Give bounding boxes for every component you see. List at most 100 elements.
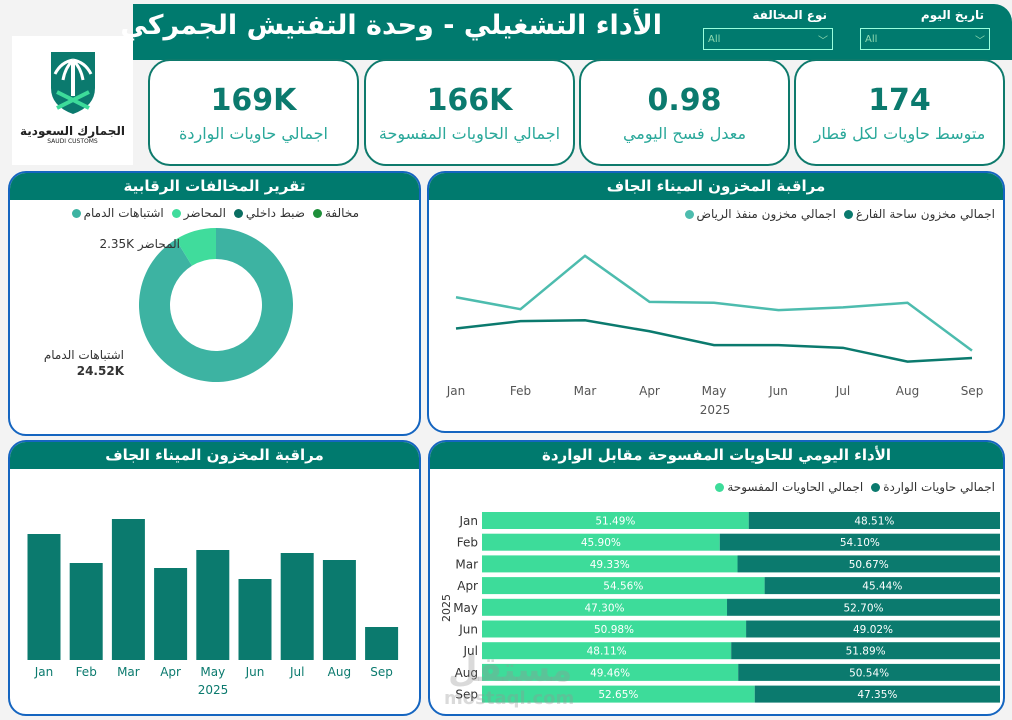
legend-item[interactable]: اجمالي مخزون ساحة الفارغ: [843, 207, 995, 221]
x-tick-label: Apr: [160, 665, 181, 679]
bar-segment: [482, 598, 728, 616]
y-tick-label: Mar: [455, 557, 478, 571]
kpi-value: 0.98: [647, 83, 722, 118]
x-tick-label: Mar: [574, 384, 597, 398]
legend-item[interactable]: اجمالي مخزون منفذ الرياض: [684, 207, 836, 221]
bar-segment: [482, 685, 755, 703]
violation-type-slicer[interactable]: نوع المخالفة All ﹀: [703, 8, 833, 50]
data-label: 50.67%: [849, 559, 889, 571]
kpi-incoming-containers: 169K اجمالي حاويات الواردة: [148, 59, 359, 166]
data-label: 52.65%: [598, 689, 638, 701]
legend-item[interactable]: المحاضر: [171, 206, 226, 220]
panel-title: الأداء اليومي للحاويات المفسوحة مقابل ال…: [430, 442, 1003, 469]
legend-label: اشتباهات الدمام: [83, 206, 164, 220]
line-series: [455, 254, 973, 352]
watermark-url: mostaql.com: [444, 688, 575, 709]
kpi-label: اجمالي الحاويات المفسوحة: [378, 124, 561, 143]
kpi-cleared-containers: 166K اجمالي الحاويات المفسوحة: [364, 59, 575, 166]
data-label-name: اشتباهات الدمام: [44, 348, 124, 362]
data-label: 2.35K المحاضر: [99, 237, 180, 252]
x-tick-label: May: [702, 384, 727, 398]
logo-text-ar: الجمارك السعودية: [20, 124, 125, 138]
bar-segment: [731, 642, 1000, 660]
x-tick-label: Jul: [289, 665, 304, 679]
legend-label: المحاضر: [183, 206, 226, 220]
line-chart: Jan Feb Mar Apr May Jun Jul Aug Sep 2025: [446, 254, 984, 417]
x-tick-label: Aug: [896, 384, 919, 398]
bar-segment: [737, 555, 1000, 573]
bar-segment: [482, 555, 738, 573]
panel-title: مراقبة المخزون الميناء الجاف: [10, 442, 419, 469]
chart-legend: اجمالي مخزون ساحة الفارغ اجمالي مخزون منف…: [684, 207, 995, 221]
kpi-value: 174: [868, 83, 931, 118]
kpi-avg-containers-per-train: 174 متوسط حاويات لكل قطار: [794, 59, 1005, 166]
y-tick-label: Feb: [457, 536, 478, 550]
panel-title: تقرير المخالفات الرقابية: [10, 173, 419, 200]
bar: [154, 568, 188, 660]
legend-dot-icon: [871, 482, 881, 492]
y-tick-label: Jan: [459, 514, 479, 528]
bar-segment: [482, 512, 749, 529]
chevron-down-icon: ﹀: [975, 35, 985, 47]
legend-item[interactable]: مخالفة: [313, 206, 359, 220]
kpi-label: معدل فسح اليومي: [622, 124, 747, 143]
bar-segment: [482, 577, 765, 595]
donut-chart: اشتباهات الدمام 24.52K 2.35K المحاضر: [44, 228, 293, 382]
donut-slice: [175, 228, 216, 266]
data-label: 54.10%: [840, 537, 880, 549]
legend-label: ضبط داخلي: [245, 206, 305, 220]
legend-item[interactable]: اجمالي حاويات الواردة: [871, 480, 995, 494]
slicer-label: نوع المخالفة: [752, 8, 827, 22]
date-slicer[interactable]: تاريخ اليوم All ﹀: [860, 8, 990, 50]
bar: [280, 553, 314, 660]
data-label: 54.56%: [603, 581, 643, 593]
slicer-label: تاريخ اليوم: [920, 8, 984, 22]
date-dropdown[interactable]: All ﹀: [860, 28, 990, 50]
data-label: 51.49%: [595, 516, 635, 528]
kpi-value: 169K: [210, 83, 297, 118]
legend-dot-icon: [684, 209, 694, 219]
data-label-value: 24.52K: [77, 364, 125, 378]
x-tick-label: Jun: [768, 384, 788, 398]
violation-dropdown[interactable]: All ﹀: [703, 28, 833, 50]
bar-segment: [482, 533, 720, 551]
data-label: 45.90%: [581, 537, 621, 549]
x-tick-label: May: [200, 665, 225, 679]
line-series: [455, 318, 973, 363]
y-tick-label: Apr: [457, 579, 478, 593]
donut-slice: [138, 228, 293, 382]
dry-port-inventory-line-panel: مراقبة المخزون الميناء الجاف اجمالي مخزو…: [427, 171, 1005, 433]
x-axis-title: 2025: [700, 403, 731, 417]
legend-label: مخالفة: [325, 206, 359, 220]
legend-item[interactable]: اشتباهات الدمام: [71, 206, 164, 220]
x-tick-label: Sep: [370, 665, 393, 679]
legend-item[interactable]: اجمالي الحاويات المفسوحة: [715, 480, 863, 494]
logo-text-en: SAUDI CUSTOMS: [47, 138, 98, 145]
chart-legend: مخالفة ضبط داخلي المحاضر اشتباهات الدمام: [71, 206, 359, 220]
data-label: 52.70%: [843, 602, 883, 614]
kpi-daily-clearance-rate: 0.98 معدل فسح اليومي: [579, 59, 790, 166]
bar-segment: [754, 685, 1000, 703]
y-tick-label: Jun: [458, 623, 478, 637]
x-tick-label: Sep: [961, 384, 984, 398]
x-tick-label: Jan: [446, 384, 466, 398]
bar: [322, 560, 356, 660]
header-bar: [133, 4, 1012, 60]
x-tick-label: Apr: [639, 384, 660, 398]
bar: [365, 627, 399, 660]
bar-segment: [719, 533, 1000, 551]
legend-item[interactable]: ضبط داخلي: [233, 206, 305, 220]
x-tick-label: Mar: [117, 665, 140, 679]
kpi-label: اجمالي حاويات الواردة: [179, 124, 328, 143]
data-label: 49.33%: [590, 559, 630, 571]
legend-label: اجمالي الحاويات المفسوحة: [727, 480, 864, 494]
data-label: 48.11%: [587, 646, 627, 658]
bar-segment: [748, 512, 1000, 529]
bar: [27, 534, 61, 660]
legend-label: اجمالي حاويات الواردة: [883, 480, 995, 494]
data-label: 49.46%: [590, 667, 630, 679]
legend-dot-icon: [715, 482, 725, 492]
legend-dot-icon: [233, 208, 243, 218]
y-tick-label: Sep: [455, 688, 478, 702]
data-label: 45.44%: [862, 581, 902, 593]
